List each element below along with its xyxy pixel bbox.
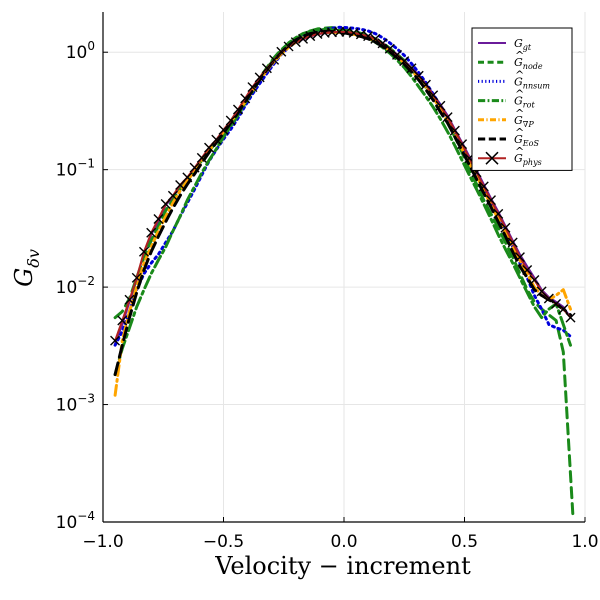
data-point <box>247 82 258 93</box>
legend-hat: ^ <box>515 145 524 158</box>
data-point <box>131 272 142 283</box>
y-tick-label: 10−2 <box>56 274 95 298</box>
data-point <box>283 41 294 52</box>
data-point <box>305 31 316 42</box>
data-point <box>435 100 446 111</box>
legend-hat: ^ <box>515 68 524 81</box>
x-tick-label: −0.5 <box>203 532 244 552</box>
legend-item-phys: Gphys^ <box>478 145 542 167</box>
y-tick-label: 100 <box>66 39 95 63</box>
legend-hat: ^ <box>515 126 524 139</box>
legend-label: Gnnsum <box>514 75 550 90</box>
legend-hat: ^ <box>515 88 524 101</box>
legend-hat: ^ <box>515 107 524 120</box>
data-point <box>232 104 243 115</box>
y-tick-label: 10−4 <box>56 509 95 533</box>
axes <box>102 12 586 523</box>
legend-label: GEoS <box>514 133 539 148</box>
data-point <box>565 312 576 323</box>
legend-item-∇P: G∇P^ <box>478 107 534 129</box>
data-point <box>146 227 157 238</box>
data-point <box>413 70 424 81</box>
data-point <box>529 274 540 285</box>
legend-hat: ^ <box>515 49 524 62</box>
data-point <box>124 294 135 305</box>
data-point <box>514 252 525 263</box>
legend-item-gt: Ggt <box>478 37 532 52</box>
data-point <box>551 298 562 309</box>
tick-labels: −1.0 −0.5 0.0 0.5 1.0 10−4 10−3 10−2 10−1 100 <box>56 39 599 552</box>
x-tick-label: 0.0 <box>330 532 357 552</box>
legend-label: G∇P <box>514 114 534 129</box>
series-line-phys <box>114 30 572 342</box>
data-point <box>507 237 518 248</box>
data-point <box>160 199 171 210</box>
data-point <box>449 125 460 136</box>
x-axis-label: Velocity − increment <box>214 552 471 580</box>
data-point <box>493 208 504 219</box>
data-point <box>254 72 265 83</box>
data-point <box>522 264 533 275</box>
data-point <box>428 90 439 101</box>
data-point <box>543 293 554 304</box>
data-point <box>167 190 178 201</box>
data-point <box>334 26 345 37</box>
data-point <box>240 93 251 104</box>
legend-label: Gphys <box>514 152 542 167</box>
data-point <box>558 304 569 315</box>
y-tick-label: 10−3 <box>56 392 95 416</box>
legend-label: Gnode <box>514 56 543 71</box>
data-point <box>225 115 236 126</box>
data-point <box>189 162 200 173</box>
data-point <box>182 172 193 183</box>
legend-item-nnsum: Gnnsum^ <box>478 68 550 90</box>
data-point <box>298 33 309 44</box>
data-point <box>370 33 381 44</box>
series-phys <box>110 26 576 346</box>
plot-series <box>110 25 576 519</box>
y-tick-label: 10−1 <box>56 157 95 181</box>
data-point <box>442 112 453 123</box>
data-point <box>290 37 301 48</box>
data-point <box>211 134 222 145</box>
data-point <box>486 195 497 206</box>
data-point <box>110 335 121 346</box>
data-point <box>269 54 280 65</box>
x-tick-label: 0.5 <box>451 532 478 552</box>
data-point <box>420 79 431 90</box>
data-point <box>478 181 489 192</box>
legend-item-node: Gnode^ <box>478 49 543 71</box>
data-point <box>377 38 388 49</box>
data-point <box>138 246 149 257</box>
legend-item-EoS: GEoS^ <box>478 126 539 148</box>
data-point <box>261 63 272 74</box>
legend-label: Ggt <box>514 37 532 52</box>
legend-label: Grot <box>514 95 535 110</box>
data-point <box>363 31 374 42</box>
data-point <box>457 139 468 150</box>
x-tick-label: −1.0 <box>82 532 123 552</box>
y-axis-label: Gδv <box>10 249 43 287</box>
data-point <box>500 222 511 233</box>
legend-item-rot: Grot^ <box>478 88 535 110</box>
data-point <box>218 124 229 135</box>
y-axis-label-text: Gδv <box>10 249 43 287</box>
data-point <box>153 214 164 225</box>
data-point <box>276 46 287 57</box>
data-point <box>196 152 207 163</box>
x-tick-label: 1.0 <box>571 532 598 552</box>
data-point <box>384 43 395 54</box>
data-point <box>204 142 215 153</box>
data-point <box>355 29 366 40</box>
data-point <box>117 315 128 326</box>
